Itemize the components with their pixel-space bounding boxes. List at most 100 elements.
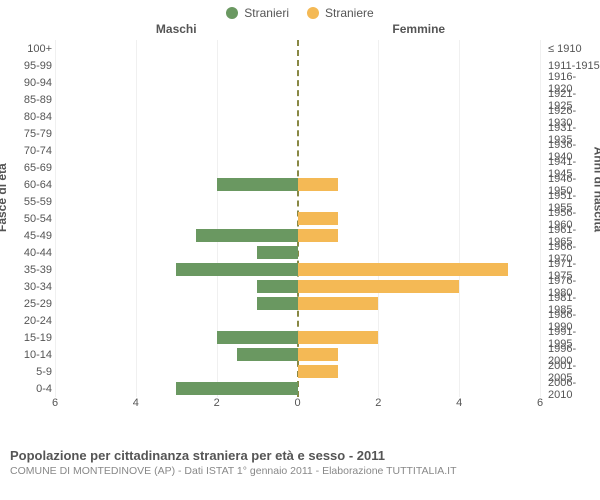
female-bar <box>298 331 379 344</box>
female-half <box>298 108 541 125</box>
row-plot <box>55 227 540 244</box>
female-bar <box>298 178 338 191</box>
x-tick: 2 <box>375 397 381 409</box>
male-half <box>55 261 298 278</box>
row-plot <box>55 74 540 91</box>
age-label: 5-9 <box>0 366 52 378</box>
row-plot <box>55 159 540 176</box>
age-label: 80-84 <box>0 111 52 123</box>
male-half <box>55 142 298 159</box>
x-tick: 0 <box>294 397 300 409</box>
age-label: 20-24 <box>0 315 52 327</box>
birth-year-label: ≤ 1910 <box>548 43 600 55</box>
female-bar <box>298 280 460 293</box>
female-bar <box>298 212 338 225</box>
male-bar <box>176 382 297 395</box>
female-half <box>298 363 541 380</box>
x-tick: 2 <box>214 397 220 409</box>
age-label: 10-14 <box>0 349 52 361</box>
pyramid-row: 70-741936-1940 <box>55 142 540 159</box>
row-plot <box>55 57 540 74</box>
chart-subtitle: COMUNE DI MONTEDINOVE (AP) - Dati ISTAT … <box>10 465 590 477</box>
male-half <box>55 40 298 57</box>
male-half <box>55 278 298 295</box>
female-half <box>298 227 541 244</box>
column-headers: Maschi Femmine <box>55 22 540 40</box>
pyramid-row: 45-491961-1965 <box>55 227 540 244</box>
male-bar <box>257 246 297 259</box>
x-tick: 4 <box>133 397 139 409</box>
male-half <box>55 193 298 210</box>
male-half <box>55 329 298 346</box>
male-half <box>55 91 298 108</box>
male-half <box>55 57 298 74</box>
pyramid-row: 20-241986-1990 <box>55 312 540 329</box>
female-half <box>298 193 541 210</box>
female-half <box>298 125 541 142</box>
row-plot <box>55 108 540 125</box>
male-bar <box>217 331 298 344</box>
male-half <box>55 159 298 176</box>
age-label: 25-29 <box>0 298 52 310</box>
pyramid-row: 10-141996-2000 <box>55 346 540 363</box>
age-label: 100+ <box>0 43 52 55</box>
female-bar <box>298 297 379 310</box>
row-plot <box>55 193 540 210</box>
female-half <box>298 176 541 193</box>
x-axis-ticks: 6 4 2 0 2 4 6 <box>55 397 540 417</box>
age-label: 85-89 <box>0 94 52 106</box>
pyramid-row: 100+≤ 1910 <box>55 40 540 57</box>
birth-year-label: 2006-2010 <box>548 377 600 401</box>
female-half <box>298 40 541 57</box>
age-label: 40-44 <box>0 247 52 259</box>
male-half <box>55 176 298 193</box>
row-plot <box>55 91 540 108</box>
female-half <box>298 91 541 108</box>
x-tick: 6 <box>537 397 543 409</box>
female-half <box>298 295 541 312</box>
male-half <box>55 295 298 312</box>
pyramid-row: 40-441966-1970 <box>55 244 540 261</box>
legend-female: Straniere <box>307 6 374 20</box>
pyramid-row: 50-541956-1960 <box>55 210 540 227</box>
female-half <box>298 244 541 261</box>
age-label: 55-59 <box>0 196 52 208</box>
female-half <box>298 278 541 295</box>
row-plot <box>55 142 540 159</box>
row-plot <box>55 346 540 363</box>
pyramid-row: 75-791931-1935 <box>55 125 540 142</box>
female-bar <box>298 229 338 242</box>
swatch-female <box>307 7 319 19</box>
pyramid-row: 5-92001-2005 <box>55 363 540 380</box>
row-plot <box>55 329 540 346</box>
pyramid-row: 35-391971-1975 <box>55 261 540 278</box>
male-half <box>55 74 298 91</box>
row-plot <box>55 210 540 227</box>
female-half <box>298 142 541 159</box>
swatch-male <box>226 7 238 19</box>
age-label: 95-99 <box>0 60 52 72</box>
pyramid-row: 80-841926-1930 <box>55 108 540 125</box>
female-bar <box>298 365 338 378</box>
x-tick: 6 <box>52 397 58 409</box>
age-label: 90-94 <box>0 77 52 89</box>
row-plot <box>55 125 540 142</box>
pyramid-row: 90-941916-1920 <box>55 74 540 91</box>
male-half <box>55 380 298 397</box>
pyramid-row: 95-991911-1915 <box>55 57 540 74</box>
female-bar <box>298 348 338 361</box>
chart-title: Popolazione per cittadinanza straniera p… <box>10 448 590 463</box>
pyramid-row: 0-42006-2010 <box>55 380 540 397</box>
male-bar <box>176 263 297 276</box>
age-label: 45-49 <box>0 230 52 242</box>
male-bar <box>237 348 298 361</box>
x-tick: 4 <box>456 397 462 409</box>
col-header-left: Maschi <box>55 22 298 40</box>
pyramid-row: 55-591951-1955 <box>55 193 540 210</box>
female-half <box>298 329 541 346</box>
age-label: 35-39 <box>0 264 52 276</box>
male-bar <box>196 229 297 242</box>
age-label: 50-54 <box>0 213 52 225</box>
male-half <box>55 210 298 227</box>
pyramid-row: 85-891921-1925 <box>55 91 540 108</box>
